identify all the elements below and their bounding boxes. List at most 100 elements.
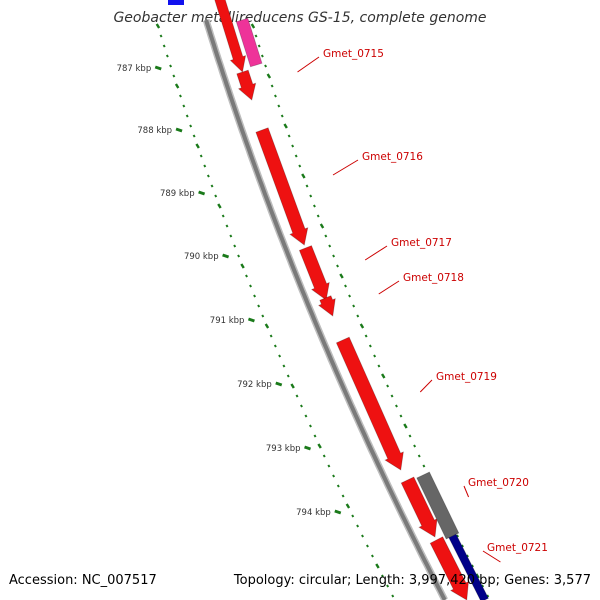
outer-tick-mark bbox=[287, 134, 291, 138]
gene-arrow bbox=[317, 295, 336, 317]
gene-label-leader bbox=[364, 245, 388, 261]
backbone-line bbox=[204, 19, 447, 600]
gene-label-leader bbox=[332, 159, 359, 176]
accession-text: Accession: NC_007517 bbox=[9, 573, 157, 588]
outer-tick-mark bbox=[264, 64, 268, 68]
gene-label-leader bbox=[419, 379, 433, 393]
outer-tick-mark bbox=[328, 244, 332, 248]
outer-tick-mark bbox=[364, 334, 368, 338]
outer-tick-mark bbox=[309, 194, 313, 198]
outer-tick-mark bbox=[291, 144, 295, 148]
inner-tick-mark bbox=[199, 154, 203, 158]
outer-tick-mark bbox=[298, 164, 302, 168]
inner-tick-mark bbox=[295, 394, 299, 398]
topology-summary: Topology: circular; Length: 3,997,420 bp… bbox=[233, 573, 591, 588]
kbp-major-tick bbox=[198, 190, 206, 196]
outer-tick-mark bbox=[461, 544, 464, 548]
outer-tick-mark bbox=[359, 323, 365, 329]
gene-label: Gmet_0718 bbox=[403, 272, 464, 284]
outer-tick-mark bbox=[386, 384, 390, 388]
outer-tick-mark bbox=[481, 584, 485, 588]
kbp-label: 793 kbp bbox=[266, 444, 301, 454]
inner-tick-mark bbox=[304, 414, 308, 418]
inner-tick-mark bbox=[300, 404, 303, 408]
inner-tick-mark bbox=[341, 494, 345, 498]
outer-tick-mark bbox=[413, 444, 417, 448]
outer-tick-mark bbox=[332, 254, 336, 258]
outer-tick-mark bbox=[368, 344, 372, 348]
inner-tick-mark bbox=[317, 443, 322, 449]
inner-tick-mark bbox=[172, 74, 176, 78]
outer-tick-mark bbox=[377, 364, 381, 368]
outer-tick-mark bbox=[465, 554, 469, 558]
inner-tick-mark bbox=[195, 143, 200, 149]
gene-arrow bbox=[400, 476, 438, 538]
inner-tick-mark bbox=[229, 234, 233, 238]
inner-tick-mark bbox=[370, 554, 374, 558]
kbp-label: 788 kbp bbox=[137, 126, 172, 136]
kbp-major-tick bbox=[154, 65, 162, 71]
inner-tick-mark bbox=[182, 104, 186, 108]
gene-arrow bbox=[235, 17, 263, 68]
outer-tick-mark bbox=[257, 44, 261, 48]
outer-tick-mark bbox=[274, 94, 277, 98]
outer-tick-mark bbox=[348, 294, 352, 298]
inner-tick-mark bbox=[356, 524, 360, 528]
outer-tick-mark bbox=[381, 373, 386, 379]
inner-tick-mark bbox=[375, 563, 380, 569]
inner-tick-mark bbox=[240, 263, 245, 269]
inner-tick-mark bbox=[327, 464, 331, 468]
kbp-label: 787 kbp bbox=[117, 64, 152, 74]
gene-label-leader bbox=[297, 56, 320, 73]
inner-tick-mark bbox=[261, 314, 265, 318]
outer-tick-mark bbox=[373, 354, 377, 358]
inner-tick-mark bbox=[165, 54, 169, 58]
inner-tick-mark bbox=[366, 544, 369, 548]
inner-tick-mark bbox=[345, 503, 351, 509]
kbp-major-tick bbox=[175, 127, 183, 133]
outer-tick-mark bbox=[324, 234, 328, 238]
inner-tick-mark bbox=[206, 174, 210, 178]
inner-tick-mark bbox=[159, 34, 163, 38]
inner-tick-mark bbox=[155, 23, 161, 29]
inner-tick-mark bbox=[253, 294, 257, 298]
inner-tick-mark bbox=[322, 454, 326, 458]
outer-tick-mark bbox=[336, 264, 339, 268]
outer-tick-mark bbox=[352, 304, 356, 308]
outer-tick-mark bbox=[316, 214, 320, 218]
outer-tick-mark bbox=[475, 573, 480, 579]
outer-tick-mark bbox=[390, 394, 394, 398]
inner-tick-mark bbox=[257, 304, 261, 308]
inner-tick-mark bbox=[290, 383, 295, 389]
outer-tick-mark bbox=[270, 84, 274, 88]
inner-tick-mark bbox=[162, 44, 166, 48]
kbp-label: 791 kbp bbox=[210, 316, 245, 326]
gene-label: Gmet_0720 bbox=[468, 477, 529, 489]
outer-tick-mark bbox=[456, 534, 459, 538]
outer-tick-mark bbox=[277, 104, 281, 108]
outer-tick-mark bbox=[422, 464, 426, 468]
inner-tick-mark bbox=[221, 214, 225, 218]
outer-tick-mark bbox=[471, 564, 474, 568]
inner-tick-mark bbox=[192, 134, 196, 138]
outer-tick-mark bbox=[339, 273, 344, 279]
outer-tick-mark bbox=[319, 223, 325, 229]
outer-tick-mark bbox=[254, 34, 258, 38]
inner-tick-mark bbox=[225, 224, 229, 228]
gene-arrow bbox=[298, 245, 330, 301]
outer-tick-mark bbox=[283, 123, 288, 129]
outer-tick-mark bbox=[403, 423, 408, 429]
inner-tick-mark bbox=[313, 434, 317, 438]
gene-label: Gmet_0717 bbox=[391, 237, 452, 249]
gene-arrow bbox=[236, 69, 257, 101]
inner-tick-mark bbox=[214, 194, 218, 198]
outer-tick-mark bbox=[294, 154, 298, 158]
outer-tick-mark bbox=[395, 404, 398, 408]
kbp-label: 789 kbp bbox=[160, 189, 195, 199]
kbp-major-tick bbox=[304, 445, 312, 451]
inner-tick-mark bbox=[391, 594, 395, 598]
inner-tick-mark bbox=[273, 344, 277, 348]
gene-arrow bbox=[416, 471, 460, 540]
inner-tick-mark bbox=[233, 244, 237, 248]
